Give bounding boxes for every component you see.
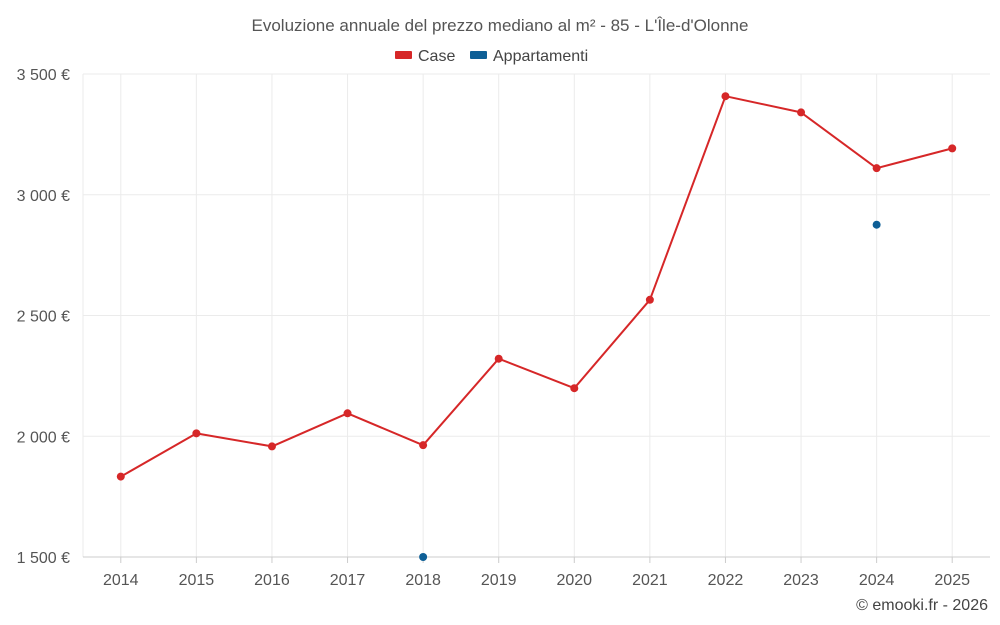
y-tick-label: 1 500 € [17,550,70,567]
chart-title: Evoluzione annuale del prezzo mediano al… [252,16,749,35]
x-tick-label: 2021 [632,572,668,589]
data-point-series-0 [494,354,503,363]
x-tick-label: 2023 [783,572,819,589]
y-axis: 1 500 € 2 000 € 2 500 € 3 000 € 3 500 € [17,67,84,567]
legend-swatch-1 [470,51,487,59]
data-point-series-0 [570,384,579,393]
x-tick-label: 2019 [481,572,517,589]
x-axis: 2014 2015 2016 2017 2018 2019 2020 2021 2022 2023… [83,556,990,589]
x-tick-label: 2017 [330,572,366,589]
data-point-series-0 [797,108,806,117]
data-point-series-0 [645,295,654,304]
x-tick-label: 2020 [556,572,592,589]
x-tick-label: 2022 [708,572,744,589]
data-point-series-0 [116,472,125,481]
legend-label-1: Appartamenti [493,48,588,65]
x-tick-label: 2025 [934,572,970,589]
data-point-series-0 [721,92,730,101]
x-tick-label: 2014 [103,572,139,589]
series-layer [116,92,957,561]
gridlines [83,73,990,557]
y-tick-label: 2 500 € [17,309,70,326]
x-tick-label: 2018 [405,572,441,589]
y-tick-label: 2 000 € [17,429,70,446]
data-point-series-1 [872,220,881,229]
x-tick-label: 2015 [179,572,215,589]
legend: Case Appartamenti [395,48,588,65]
legend-label-0: Case [418,48,455,65]
x-tick-label: 2016 [254,572,290,589]
y-tick-label: 3 500 € [17,67,70,84]
data-point-series-0 [192,429,201,438]
legend-swatch-0 [395,51,412,59]
data-point-series-1 [419,553,428,561]
data-point-series-0 [419,441,428,450]
y-tick-label: 3 000 € [17,188,70,205]
x-tick-label: 2024 [859,572,895,589]
data-point-series-0 [343,409,352,418]
data-point-series-0 [267,442,276,451]
credit-text: © emooki.fr - 2026 [856,597,988,614]
data-point-series-0 [948,144,957,153]
data-point-series-0 [872,164,881,173]
series-line-0 [120,95,953,478]
